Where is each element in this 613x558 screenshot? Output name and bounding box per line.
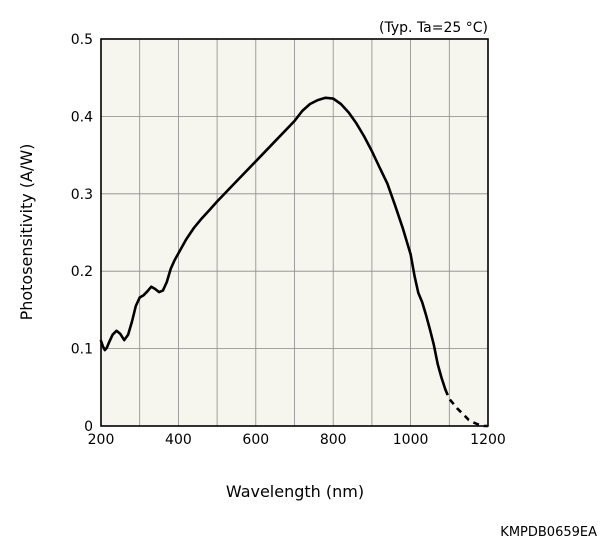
y-tick-label: 0.2	[71, 264, 93, 280]
y-axis-title: Photosensitivity (A/W)	[17, 144, 36, 321]
y-axis-ticks: 0 0.1 0.2 0.3 0.4 0.5	[71, 32, 93, 435]
photosensitivity-curve-dashed	[444, 389, 488, 428]
x-tick-label: 1200	[470, 432, 506, 448]
x-tick-label: 200	[88, 432, 115, 448]
x-tick-label: 1000	[393, 432, 429, 448]
x-tick-label: 400	[165, 432, 192, 448]
figure-code: KMPDB0659EA	[500, 525, 597, 540]
plot-frame	[100, 38, 489, 427]
condition-note: (Typ. Ta=25 °C)	[379, 20, 488, 36]
y-tick-label: 0.1	[71, 342, 93, 358]
y-tick-label: 0.5	[71, 32, 93, 48]
grid-lines	[101, 39, 488, 426]
x-axis-ticks: 200 400 600 800 1000 1200	[88, 432, 506, 448]
x-tick-label: 800	[320, 432, 347, 448]
series-layer	[99, 96, 488, 428]
y-tick-label: 0	[84, 419, 93, 435]
y-tick-label: 0.4	[71, 109, 93, 125]
x-tick-label: 600	[242, 432, 269, 448]
x-axis-title: Wavelength (nm)	[226, 482, 364, 501]
y-tick-label: 0.3	[71, 187, 93, 203]
photosensitivity-curve	[99, 96, 447, 391]
